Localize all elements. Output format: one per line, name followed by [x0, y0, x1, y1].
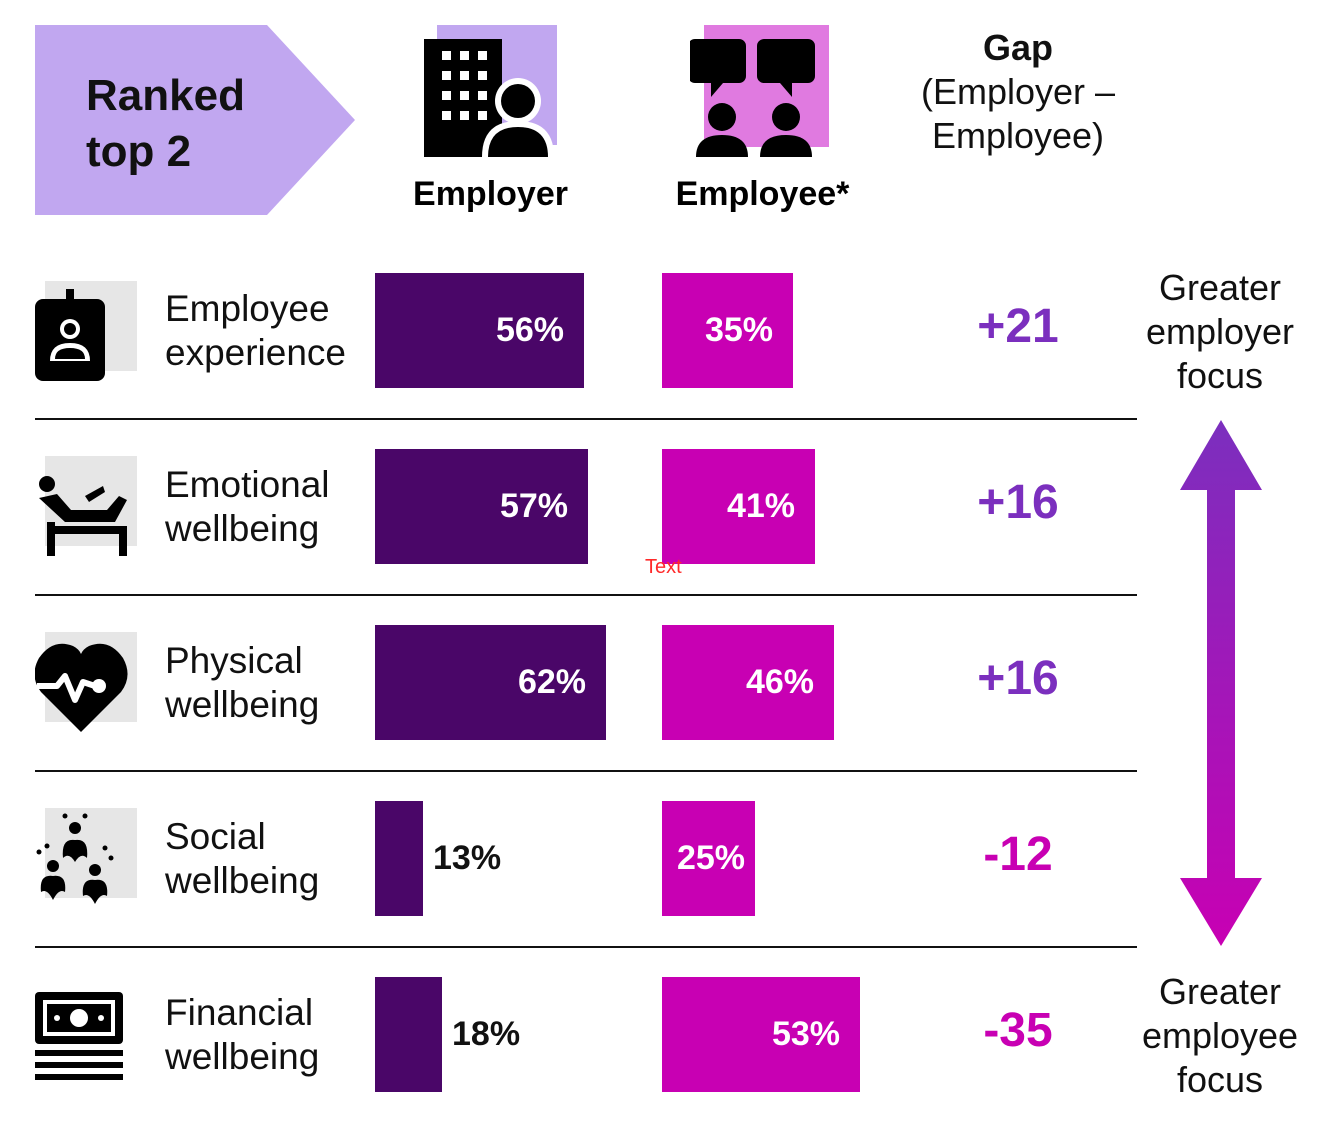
gap-subtitle: (Employer – Employee)	[920, 71, 1116, 156]
row-icon-box	[35, 456, 137, 556]
row-label-emotional-wellbeing: Emotional wellbeing	[165, 463, 365, 551]
employer-bar	[375, 801, 423, 916]
employer-bar: 56%	[375, 273, 584, 388]
banner-title: Ranked top 2	[86, 68, 245, 180]
gap-title: Gap	[982, 27, 1053, 68]
gap-value: -12	[983, 828, 1053, 881]
row-label-line: Physical	[165, 640, 303, 681]
money-stack-icon	[35, 992, 123, 1080]
row-icon-box	[35, 808, 137, 904]
row-divider	[35, 770, 1137, 772]
row-label-financial-wellbeing: Financial wellbeing	[165, 991, 365, 1079]
employer-bar-value-label: 13%	[433, 839, 502, 877]
row-label-line: wellbeing	[165, 860, 320, 901]
gap-value: +16	[977, 652, 1059, 705]
row-label-line: Social	[165, 816, 266, 857]
gap-value: +21	[977, 300, 1059, 353]
employer-bar-value-label: 62%	[517, 663, 586, 701]
row-divider	[35, 418, 1137, 420]
ranked-top-2-banner	[35, 25, 355, 215]
id-badge-icon	[35, 281, 137, 381]
row-label-line: experience	[165, 332, 347, 373]
employer-building-icon	[424, 25, 557, 157]
employer-bar-value-label: 56%	[495, 311, 564, 349]
lounge-chair-icon	[39, 456, 137, 556]
greater-employer-focus-label: Greater employer focus	[1145, 267, 1295, 396]
row-label-line: Emotional	[165, 464, 330, 505]
row-label-line: wellbeing	[165, 1036, 320, 1077]
banner-line-1: Ranked	[86, 71, 245, 120]
employer-column-header: Employer	[413, 175, 568, 213]
employee-bar: 35%	[662, 273, 793, 388]
gap-value: +16	[977, 476, 1059, 529]
employee-chat-icon	[690, 25, 829, 157]
row-divider	[35, 594, 1137, 596]
row-label-line: wellbeing	[165, 508, 320, 549]
employee-bar-value-label: 25%	[676, 839, 745, 877]
row-label-employee-experience: Employee experience	[165, 287, 365, 375]
employer-bar	[375, 977, 442, 1092]
row-label-physical-wellbeing: Physical wellbeing	[165, 639, 365, 727]
row-icon-box	[35, 281, 137, 381]
employee-bar-value-label: 53%	[771, 1015, 840, 1053]
heartbeat-icon	[34, 632, 137, 732]
employee-bar: 41%	[662, 449, 815, 564]
row-label-line: Employee	[165, 288, 330, 329]
employee-bar: 46%	[662, 625, 834, 740]
social-hands-icon	[36, 808, 137, 904]
employer-bar: 57%	[375, 449, 588, 564]
row-icon-box	[35, 984, 137, 1080]
gap-value: -35	[983, 1004, 1053, 1057]
employee-bar: 53%	[662, 977, 860, 1092]
employer-bar-value-label: 18%	[452, 1015, 521, 1053]
banner-line-2: top 2	[86, 127, 192, 176]
row-label-line: Financial	[165, 992, 314, 1033]
row-label-social-wellbeing: Social wellbeing	[165, 815, 365, 903]
employee-bar-value-label: 35%	[704, 311, 773, 349]
row-divider	[35, 946, 1137, 948]
row-icon-box	[34, 632, 137, 732]
row-label-line: wellbeing	[165, 684, 320, 725]
gap-column-header: Gap (Employer – Employee)	[900, 26, 1136, 158]
employer-bar: 62%	[375, 625, 606, 740]
double-arrow-icon	[1180, 420, 1262, 946]
employer-bar-value-label: 57%	[499, 487, 568, 525]
employee-bar-value-label: 46%	[745, 663, 814, 701]
employee-column-header: Employee*	[675, 175, 850, 213]
employee-bar-value-label: 41%	[726, 487, 795, 525]
employee-bar: 25%	[662, 801, 755, 916]
greater-employee-focus-label: Greater employee focus	[1141, 971, 1299, 1100]
stray-text-label: Text	[645, 556, 682, 578]
